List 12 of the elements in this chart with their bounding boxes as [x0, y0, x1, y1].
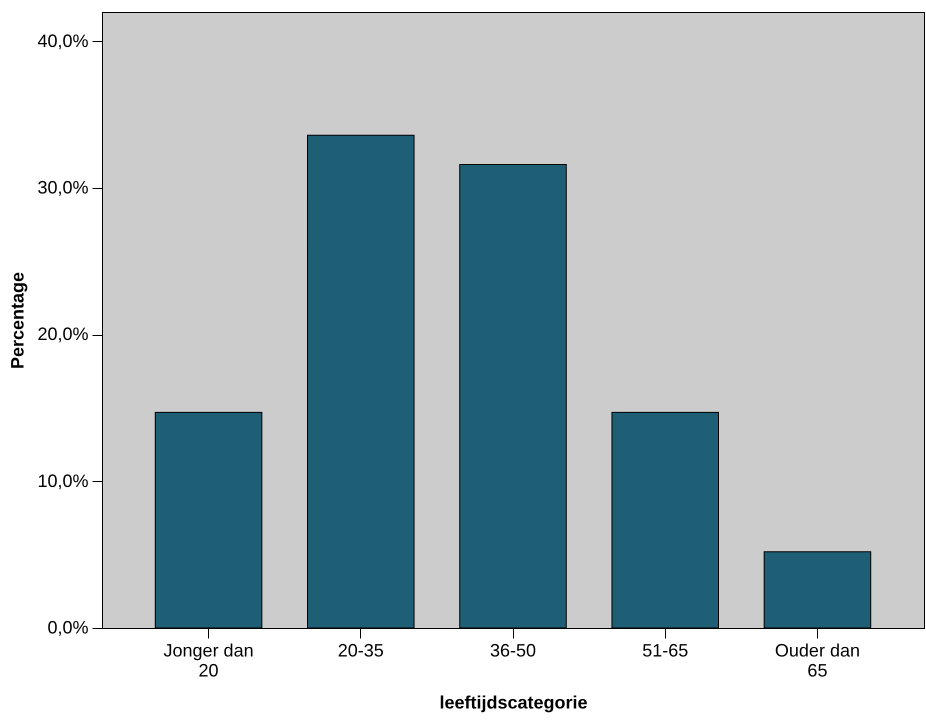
y-axis-title: Percentage [7, 272, 28, 370]
x-tick-label: 20-35 [338, 640, 384, 660]
y-tick-label: 10,0% [37, 470, 88, 491]
y-tick-label: 20,0% [37, 324, 88, 344]
x-tick-label: Jonger dan 20 [164, 640, 254, 680]
y-tick-label: 40,0% [37, 30, 88, 51]
x-tick-label: 36-50 [490, 640, 536, 660]
x-tick-label: Ouder dan 65 [774, 640, 860, 680]
x-tick-label: 51-65 [642, 640, 688, 660]
y-tick-label: 30,0% [37, 178, 88, 198]
y-tick-label: 0,0% [47, 618, 88, 638]
x-axis-title: leeftijdscategorie [439, 692, 588, 712]
